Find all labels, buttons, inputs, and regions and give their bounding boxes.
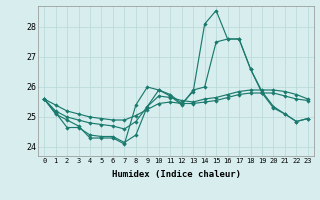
X-axis label: Humidex (Indice chaleur): Humidex (Indice chaleur): [111, 170, 241, 179]
